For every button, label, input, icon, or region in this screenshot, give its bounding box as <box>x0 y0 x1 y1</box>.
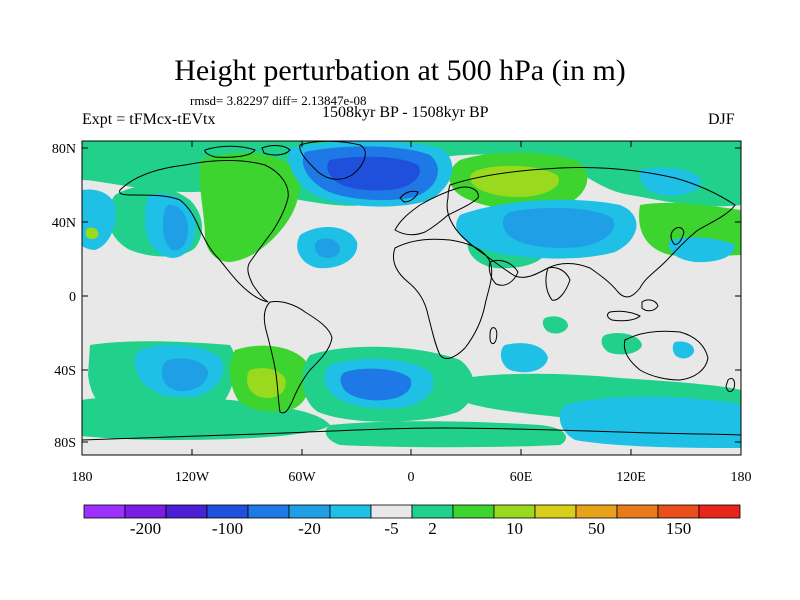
lon-label: 180 <box>72 470 93 485</box>
colorbar-label: -5 <box>384 519 398 538</box>
colorbar-box <box>206 504 249 519</box>
colorbar-box <box>370 504 413 519</box>
colorbar-box <box>411 504 454 519</box>
colorbar-box <box>124 504 167 519</box>
anomaly-tropical-indian-green <box>542 316 568 334</box>
anomaly-south-indian-cyan <box>559 396 741 448</box>
map-title: Height perturbation at 500 hPa (in m) <box>174 54 626 87</box>
colorbar-box <box>165 504 208 519</box>
colorbar-box <box>575 504 618 519</box>
colorbar-label: -20 <box>298 519 321 538</box>
anomaly-east-asia-cyan <box>639 167 701 196</box>
anomaly-nw-pacific-cyan <box>668 237 735 263</box>
map-panel <box>82 141 741 455</box>
anomaly-ne-pacific-blue <box>162 204 188 251</box>
anomaly-south-pacific-blue <box>161 358 208 392</box>
colorbar-box <box>493 504 536 519</box>
lat-label: 40S <box>54 364 76 379</box>
anomaly-western-russia-yellow <box>470 165 560 198</box>
colorbar-label: -200 <box>130 519 161 538</box>
lon-label: 60E <box>510 470 533 485</box>
lat-label: 0 <box>69 290 76 305</box>
colorbar-box <box>657 504 700 519</box>
anomaly-mid-atlantic-blue <box>314 238 340 258</box>
experiment-label: Expt = tFMcx-tEVtx <box>82 111 216 128</box>
colorbar-box <box>83 504 126 519</box>
colorbar-box <box>534 504 577 519</box>
period-label: 1508kyr BP - 1508kyr BP <box>322 104 489 121</box>
coastlines <box>82 141 741 441</box>
lat-label: 40N <box>52 216 76 231</box>
lon-label: 0 <box>408 470 415 485</box>
anomaly-australia-cyan <box>672 341 695 359</box>
colorbar-label: 2 <box>428 519 437 538</box>
lat-label: 80N <box>52 142 76 157</box>
colorbar-box <box>329 504 372 519</box>
anomaly-south-atlantic-blue <box>340 368 412 401</box>
lon-label: 60W <box>288 470 316 485</box>
longitude-axis: 180 120W 60W 0 60E 120E 180 <box>72 141 752 485</box>
anomaly-indian-cyan <box>500 343 548 373</box>
lat-label: 80S <box>54 436 76 451</box>
anomaly-maritime-green <box>601 333 642 355</box>
anomaly-north-america-green <box>199 153 300 262</box>
season-label: DJF <box>708 111 735 128</box>
lon-label: 120E <box>616 470 646 485</box>
colorbar: -200 -100 -20 -5 2 10 50 150 <box>83 504 741 538</box>
colorbar-box <box>452 504 495 519</box>
colorbar-label: 150 <box>666 519 692 538</box>
colorbar-box <box>247 504 290 519</box>
colorbar-label: -100 <box>212 519 243 538</box>
colorbar-label: 50 <box>588 519 605 538</box>
anomaly-small-yellow <box>85 227 99 239</box>
anomaly-central-asia-blue <box>502 207 615 248</box>
lon-label: 120W <box>175 470 210 485</box>
latitude-axis: 80N 40N 0 40S 80S <box>52 142 741 451</box>
colorbar-box <box>698 504 741 519</box>
anomaly-greenland-dark <box>327 156 420 191</box>
colorbar-box <box>616 504 659 519</box>
colorbar-box <box>288 504 331 519</box>
lon-label: 180 <box>731 470 752 485</box>
stats-text: rmsd= 3.82297 diff= 2.13847e-08 <box>190 93 367 108</box>
colorbar-label: 10 <box>506 519 523 538</box>
anomaly-antarctic-green <box>325 421 566 448</box>
